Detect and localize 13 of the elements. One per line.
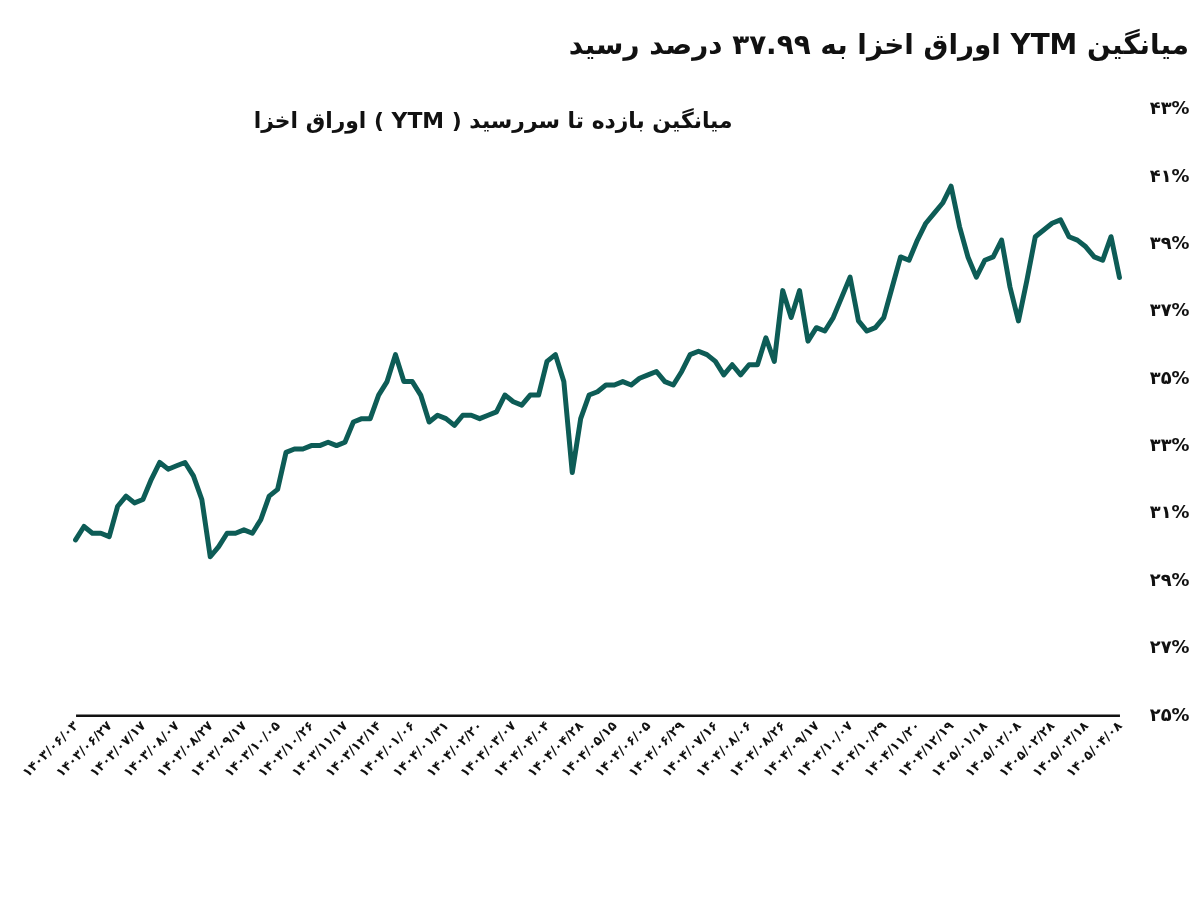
- y-tick-label: ۲۹%: [1149, 568, 1190, 590]
- y-tick-label: ۲۷%: [1149, 636, 1190, 658]
- y-tick-label: ۳۹%: [1149, 231, 1190, 253]
- y-tick-label: ۳۱%: [1149, 501, 1190, 523]
- y-tick-label: ۴۳%: [1149, 97, 1190, 119]
- y-tick-label: ۳۵%: [1149, 366, 1190, 388]
- chart-title: میانگین YTM اوراق اخزا به ۳۷.۹۹ درصد رسید: [568, 28, 1190, 61]
- y-tick-label: ۳۷%: [1149, 299, 1190, 321]
- line-series: [73, 183, 1122, 560]
- chart-subtitle: میانگین بازده تا سررسید ( YTM ) اوراق اخزا: [253, 107, 733, 134]
- y-tick-label: ۲۵%: [1149, 703, 1190, 725]
- y-tick-label: ۴۱%: [1149, 164, 1190, 186]
- y-tick-label: ۳۳%: [1149, 434, 1190, 456]
